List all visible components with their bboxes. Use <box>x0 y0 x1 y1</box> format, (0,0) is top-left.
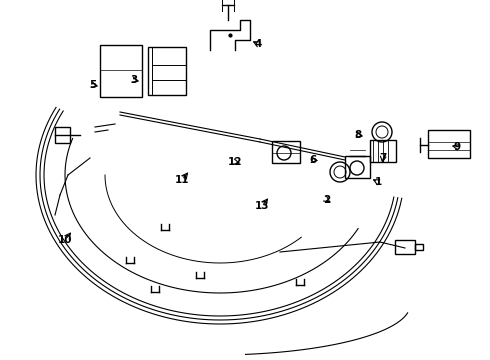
Bar <box>345 156 370 178</box>
Bar <box>415 244 423 250</box>
Text: 11: 11 <box>175 175 189 185</box>
Bar <box>428 130 470 158</box>
Text: 7: 7 <box>379 153 387 163</box>
Text: 2: 2 <box>323 195 331 205</box>
Text: 5: 5 <box>89 80 97 90</box>
Text: 10: 10 <box>58 235 72 245</box>
Bar <box>55 127 70 143</box>
Text: 3: 3 <box>130 75 138 85</box>
Text: 1: 1 <box>374 177 382 187</box>
Text: 8: 8 <box>354 130 362 140</box>
Text: 13: 13 <box>255 201 269 211</box>
Text: 12: 12 <box>228 157 242 167</box>
Bar <box>272 141 300 163</box>
Text: 9: 9 <box>453 142 461 152</box>
Bar <box>370 140 396 162</box>
Text: 4: 4 <box>254 39 262 49</box>
Bar <box>100 45 142 97</box>
Bar <box>395 240 415 254</box>
Bar <box>148 47 186 95</box>
Text: 6: 6 <box>309 155 317 165</box>
